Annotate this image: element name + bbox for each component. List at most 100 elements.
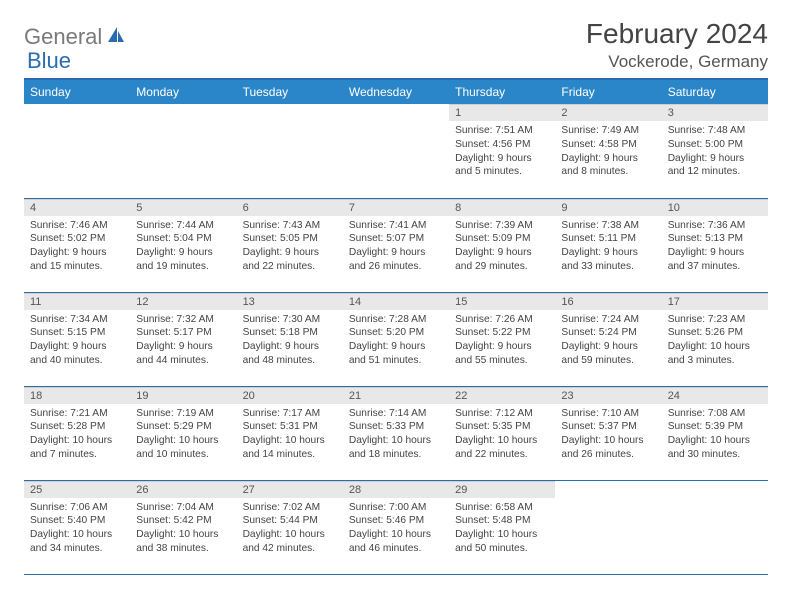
- day-details: Sunrise: 7:00 AMSunset: 5:46 PMDaylight:…: [343, 498, 449, 560]
- sunrise-text: Sunrise: 7:46 AM: [30, 219, 124, 233]
- calendar-day-cell: 25 Sunrise: 7:06 AMSunset: 5:40 PMDayligh…: [24, 480, 130, 574]
- daylight1-text: Daylight: 9 hours: [30, 340, 124, 354]
- daylight2-text: and 22 minutes.: [243, 260, 337, 274]
- day-number: 8: [449, 199, 555, 216]
- sunrise-text: Sunrise: 7:30 AM: [243, 313, 337, 327]
- sunset-text: Sunset: 5:44 PM: [243, 514, 337, 528]
- calendar-day-cell: 2Sunrise: 7:49 AMSunset: 4:58 PMDaylight…: [555, 104, 661, 198]
- day-number: 22: [449, 387, 555, 404]
- daylight1-text: Daylight: 9 hours: [243, 246, 337, 260]
- sunrise-text: Sunrise: 7:04 AM: [136, 501, 230, 515]
- sunrise-text: Sunrise: 7:38 AM: [561, 219, 655, 233]
- day-number: 13: [237, 293, 343, 310]
- day-header-row: Sunday Monday Tuesday Wednesday Thursday…: [24, 79, 768, 104]
- sunset-text: Sunset: 5:35 PM: [455, 420, 549, 434]
- sunset-text: Sunset: 5:24 PM: [561, 326, 655, 340]
- calendar-day-cell: 18Sunrise: 7:21 AMSunset: 5:28 PMDayligh…: [24, 386, 130, 480]
- sunrise-text: Sunrise: 6:58 AM: [455, 501, 549, 515]
- location-subtitle: Vockerode, Germany: [586, 52, 768, 72]
- day-number: 9: [555, 199, 661, 216]
- day-number: 28: [343, 481, 449, 498]
- day-details: Sunrise: 7:36 AMSunset: 5:13 PMDaylight:…: [662, 216, 768, 278]
- daylight2-text: and 55 minutes.: [455, 354, 549, 368]
- day-number: 11: [24, 293, 130, 310]
- sunrise-text: Sunrise: 7:14 AM: [349, 407, 443, 421]
- sunrise-text: Sunrise: 7:48 AM: [668, 124, 762, 138]
- calendar-day-cell: 4Sunrise: 7:46 AMSunset: 5:02 PMDaylight…: [24, 198, 130, 292]
- day-number: 23: [555, 387, 661, 404]
- sunrise-text: Sunrise: 7:23 AM: [668, 313, 762, 327]
- daylight1-text: Daylight: 10 hours: [30, 434, 124, 448]
- daylight2-text: and 48 minutes.: [243, 354, 337, 368]
- daylight2-text: and 30 minutes.: [668, 448, 762, 462]
- sunrise-text: Sunrise: 7:41 AM: [349, 219, 443, 233]
- sunrise-text: Sunrise: 7:08 AM: [668, 407, 762, 421]
- day-number: 2: [555, 104, 661, 121]
- month-year-title: February 2024: [586, 18, 768, 50]
- daylight1-text: Daylight: 10 hours: [349, 528, 443, 542]
- day-number: 12: [130, 293, 236, 310]
- daylight1-text: Daylight: 9 hours: [561, 340, 655, 354]
- sunset-text: Sunset: 5:42 PM: [136, 514, 230, 528]
- daylight1-text: Daylight: 9 hours: [455, 340, 549, 354]
- day-details: Sunrise: 7:38 AMSunset: 5:11 PMDaylight:…: [555, 216, 661, 278]
- brand-logo: General: [24, 24, 128, 50]
- sunset-text: Sunset: 4:56 PM: [455, 138, 549, 152]
- sunset-text: Sunset: 5:48 PM: [455, 514, 549, 528]
- daylight1-text: Daylight: 10 hours: [561, 434, 655, 448]
- day-number: 25: [24, 481, 130, 498]
- daylight1-text: Daylight: 9 hours: [136, 246, 230, 260]
- daylight1-text: Daylight: 10 hours: [30, 528, 124, 542]
- calendar-day-cell: 3Sunrise: 7:48 AMSunset: 5:00 PMDaylight…: [662, 104, 768, 198]
- daylight2-text: and 44 minutes.: [136, 354, 230, 368]
- calendar-day-cell: 26Sunrise: 7:04 AMSunset: 5:42 PMDayligh…: [130, 480, 236, 574]
- daylight1-text: Daylight: 10 hours: [349, 434, 443, 448]
- daylight2-text: and 26 minutes.: [349, 260, 443, 274]
- day-number: 18: [24, 387, 130, 404]
- calendar-day-cell: 6Sunrise: 7:43 AMSunset: 5:05 PMDaylight…: [237, 198, 343, 292]
- daylight2-text: and 8 minutes.: [561, 165, 655, 179]
- daylight1-text: Daylight: 9 hours: [455, 152, 549, 166]
- daylight1-text: Daylight: 9 hours: [136, 340, 230, 354]
- sunrise-text: Sunrise: 7:32 AM: [136, 313, 230, 327]
- sunset-text: Sunset: 5:40 PM: [30, 514, 124, 528]
- calendar-day-cell: 12Sunrise: 7:32 AMSunset: 5:17 PMDayligh…: [130, 292, 236, 386]
- sunrise-text: Sunrise: 7:06 AM: [30, 501, 124, 515]
- day-number: 16: [555, 293, 661, 310]
- day-number: 1: [449, 104, 555, 121]
- sunset-text: Sunset: 5:33 PM: [349, 420, 443, 434]
- daylight1-text: Daylight: 10 hours: [243, 434, 337, 448]
- sunset-text: Sunset: 5:00 PM: [668, 138, 762, 152]
- sunset-text: Sunset: 5:39 PM: [668, 420, 762, 434]
- calendar-week-row: 18Sunrise: 7:21 AMSunset: 5:28 PMDayligh…: [24, 386, 768, 480]
- calendar-day-cell: 16Sunrise: 7:24 AMSunset: 5:24 PMDayligh…: [555, 292, 661, 386]
- calendar-day-cell: 5Sunrise: 7:44 AMSunset: 5:04 PMDaylight…: [130, 198, 236, 292]
- sunset-text: Sunset: 5:46 PM: [349, 514, 443, 528]
- calendar-day-cell: 24Sunrise: 7:08 AMSunset: 5:39 PMDayligh…: [662, 386, 768, 480]
- day-details: Sunrise: 7:49 AMSunset: 4:58 PMDaylight:…: [555, 121, 661, 183]
- sunset-text: Sunset: 5:07 PM: [349, 232, 443, 246]
- day-number: 6: [237, 199, 343, 216]
- sunset-text: Sunset: 5:02 PM: [30, 232, 124, 246]
- daylight2-text: and 7 minutes.: [30, 448, 124, 462]
- daylight2-text: and 33 minutes.: [561, 260, 655, 274]
- calendar-day-cell: 28Sunrise: 7:00 AMSunset: 5:46 PMDayligh…: [343, 480, 449, 574]
- day-number: 19: [130, 387, 236, 404]
- calendar-day-cell: 1 Sunrise: 7:51 AMSunset: 4:56 PMDaylight…: [449, 104, 555, 198]
- sunrise-text: Sunrise: 7:44 AM: [136, 219, 230, 233]
- day-details: Sunrise: 7:10 AMSunset: 5:37 PMDaylight:…: [555, 404, 661, 466]
- daylight1-text: Daylight: 10 hours: [455, 434, 549, 448]
- daylight2-text: and 34 minutes.: [30, 542, 124, 556]
- day-number: 4: [24, 199, 130, 216]
- daylight2-text: and 5 minutes.: [455, 165, 549, 179]
- daylight1-text: Daylight: 10 hours: [668, 434, 762, 448]
- logo-word-general: General: [24, 24, 102, 50]
- calendar-day-cell: [343, 104, 449, 198]
- daylight1-text: Daylight: 9 hours: [561, 152, 655, 166]
- sunset-text: Sunset: 5:04 PM: [136, 232, 230, 246]
- calendar-day-cell: [555, 480, 661, 574]
- daylight1-text: Daylight: 9 hours: [561, 246, 655, 260]
- sunrise-text: Sunrise: 7:51 AM: [455, 124, 549, 138]
- sunrise-text: Sunrise: 7:21 AM: [30, 407, 124, 421]
- day-details: Sunrise: 7:04 AMSunset: 5:42 PMDaylight:…: [130, 498, 236, 560]
